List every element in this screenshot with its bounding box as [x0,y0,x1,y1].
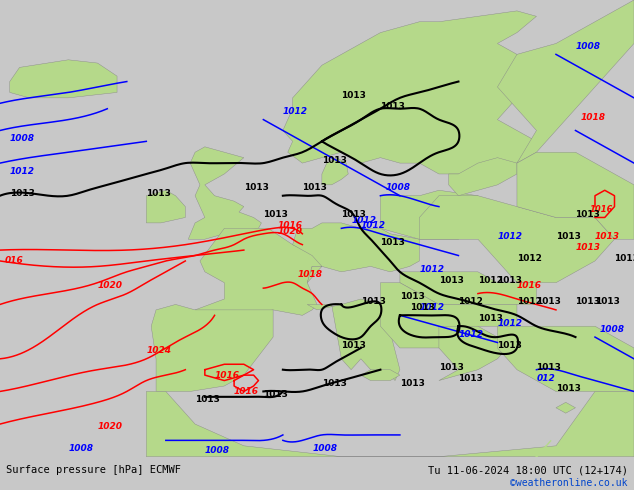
Text: 1016: 1016 [214,371,240,380]
Polygon shape [498,0,634,163]
Text: 1013: 1013 [595,297,620,306]
Text: 1013: 1013 [341,91,366,100]
Polygon shape [188,147,261,239]
Text: 1013: 1013 [536,363,561,372]
Text: 1013: 1013 [380,238,405,246]
Polygon shape [195,228,322,316]
Text: 1013: 1013 [439,363,464,372]
Text: 1013: 1013 [195,395,220,404]
Text: 1008: 1008 [576,42,600,51]
Text: 1013: 1013 [322,379,347,388]
Polygon shape [293,223,420,283]
Polygon shape [517,152,634,239]
Polygon shape [420,196,614,283]
Text: 1012: 1012 [10,167,35,176]
Text: 1013: 1013 [556,385,581,393]
Text: 1018: 1018 [580,113,605,122]
Text: 1013: 1013 [400,292,425,301]
Text: 1008: 1008 [205,446,230,455]
Text: 1013: 1013 [498,276,522,285]
Text: 1008: 1008 [10,134,35,144]
Text: 016: 016 [5,256,23,265]
Text: 1012: 1012 [361,221,386,230]
Text: 1012: 1012 [498,232,522,241]
Text: 1013: 1013 [302,183,327,192]
Polygon shape [380,283,517,348]
Text: 1012: 1012 [458,330,484,339]
Text: 1012: 1012 [351,216,376,225]
Text: 1012: 1012 [420,265,444,274]
Text: 1013: 1013 [498,341,522,350]
Polygon shape [151,304,273,392]
Text: 1013: 1013 [146,189,171,198]
Text: 1013: 1013 [595,232,620,241]
Text: 1024: 1024 [146,346,171,355]
Text: Tu 11-06-2024 18:00 UTC (12+174): Tu 11-06-2024 18:00 UTC (12+174) [428,465,628,475]
Polygon shape [283,11,536,179]
Text: 1012: 1012 [517,297,542,306]
Text: 1013: 1013 [410,303,434,312]
Text: Surface pressure [hPa] ECMWF: Surface pressure [hPa] ECMWF [6,465,181,475]
Text: ©weatheronline.co.uk: ©weatheronline.co.uk [510,478,628,489]
Polygon shape [449,158,517,196]
Polygon shape [322,158,348,185]
Text: 1013: 1013 [576,243,600,252]
Text: 1016: 1016 [517,281,542,290]
Text: 1016: 1016 [590,205,614,214]
Text: 1013: 1013 [576,297,600,306]
Text: 1013: 1013 [322,156,347,165]
Text: 1013: 1013 [478,314,503,323]
Text: 1020: 1020 [98,281,122,290]
Text: 1012: 1012 [458,297,483,306]
Text: 1020: 1020 [98,422,122,432]
Text: 1012: 1012 [517,254,542,263]
Polygon shape [380,190,478,239]
Polygon shape [307,299,400,381]
Polygon shape [400,272,536,304]
Text: 1013: 1013 [614,254,634,263]
Polygon shape [556,402,576,413]
Text: 1012: 1012 [498,319,522,328]
Text: 1008: 1008 [312,444,337,453]
Text: 1013: 1013 [400,379,425,388]
Text: 1013: 1013 [244,183,269,192]
Text: 1013: 1013 [380,102,405,111]
Text: 1018: 1018 [297,270,323,279]
Text: 1013: 1013 [556,232,581,241]
Polygon shape [361,369,400,381]
Text: 1012: 1012 [478,276,503,285]
Polygon shape [439,326,517,381]
Text: 1013: 1013 [341,341,366,350]
Text: 1013: 1013 [263,211,288,220]
Polygon shape [498,326,634,392]
Text: 1013: 1013 [439,276,464,285]
Text: 1013: 1013 [361,297,385,306]
Text: 1013: 1013 [263,390,288,399]
Text: 1013: 1013 [341,211,366,220]
Text: 1013: 1013 [10,189,35,198]
Polygon shape [146,392,634,457]
Text: 1013: 1013 [536,297,561,306]
Text: 1012: 1012 [283,107,308,116]
Text: 1008: 1008 [600,325,625,334]
Polygon shape [10,60,117,98]
Text: 1008: 1008 [68,444,93,453]
Polygon shape [93,441,551,490]
Text: 1012: 1012 [420,303,444,312]
Polygon shape [146,190,185,223]
Text: 1016: 1016 [278,221,303,230]
Text: 012: 012 [536,373,555,383]
Text: 1013: 1013 [458,373,483,383]
Text: 1016: 1016 [234,387,259,395]
Polygon shape [83,446,547,490]
Text: 1020: 1020 [278,227,303,236]
Text: 1013: 1013 [576,211,600,220]
Text: 1008: 1008 [385,183,410,192]
